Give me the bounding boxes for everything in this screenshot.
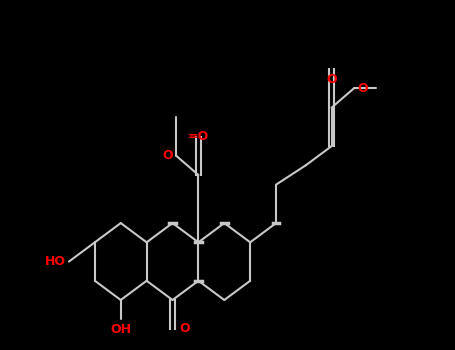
- Text: O: O: [326, 72, 337, 86]
- Text: O: O: [357, 82, 368, 95]
- Text: OH: OH: [110, 323, 131, 336]
- Text: O: O: [162, 149, 173, 162]
- Text: O: O: [179, 322, 190, 335]
- Text: HO: HO: [45, 255, 66, 268]
- Text: =O: =O: [188, 130, 209, 143]
